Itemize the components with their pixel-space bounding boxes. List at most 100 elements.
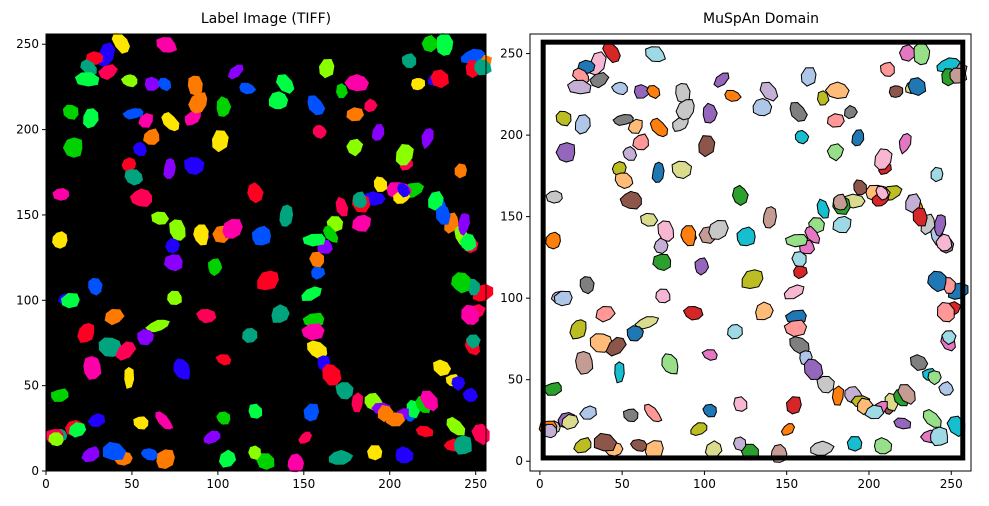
label-cell bbox=[328, 449, 354, 465]
label-image-x-tick-label: 0 bbox=[42, 477, 50, 491]
domain-cell bbox=[614, 361, 625, 384]
domain-cell bbox=[759, 81, 779, 102]
domain-cell bbox=[941, 330, 957, 346]
label-cell bbox=[322, 364, 342, 386]
label-cell bbox=[193, 224, 209, 246]
domain-cell bbox=[610, 81, 628, 96]
label-image-x-tick-label: 250 bbox=[464, 477, 487, 491]
label-cell bbox=[115, 341, 137, 361]
label-cell bbox=[216, 411, 231, 425]
domain-cell bbox=[893, 417, 912, 430]
label-cell bbox=[104, 309, 125, 326]
label-cell bbox=[256, 453, 275, 470]
domain-cell bbox=[602, 41, 621, 64]
domain-cell bbox=[652, 253, 672, 272]
muspan-domain-frame bbox=[529, 33, 972, 472]
domain-cell bbox=[938, 381, 954, 396]
label-cell bbox=[351, 392, 364, 413]
label-image-x-tick-label: 50 bbox=[124, 477, 139, 491]
muspan-domain-y-tick-label: 250 bbox=[500, 47, 523, 61]
domain-cell bbox=[927, 370, 942, 386]
muspan-domain-panel: MuSpAn Domain 0 50 100 150 200 250 0 50 100 150 2… bbox=[500, 11, 972, 491]
label-cell bbox=[301, 323, 325, 341]
label-cell bbox=[156, 37, 178, 53]
domain-cell bbox=[783, 319, 808, 338]
muspan-domain-x-tick-label: 250 bbox=[940, 477, 963, 491]
label-cell bbox=[208, 258, 223, 277]
domain-cell bbox=[826, 113, 845, 128]
domain-cell bbox=[614, 172, 634, 190]
domain-cell bbox=[824, 81, 850, 100]
label-cell bbox=[248, 445, 261, 460]
muspan-domain-x-tick-label: 200 bbox=[858, 477, 881, 491]
label-cell bbox=[435, 205, 451, 225]
label-image-x-tick-label: 200 bbox=[378, 477, 401, 491]
label-cell bbox=[120, 74, 138, 88]
domain-cell bbox=[593, 432, 618, 452]
label-cell bbox=[121, 157, 137, 172]
label-cell bbox=[257, 270, 279, 291]
muspan-domain-y-tick-label: 200 bbox=[500, 128, 523, 142]
label-cell bbox=[421, 128, 434, 150]
label-cell bbox=[239, 82, 257, 95]
muspan-domain-cells bbox=[538, 41, 969, 463]
domain-cell bbox=[545, 231, 561, 250]
label-cell bbox=[215, 354, 232, 366]
label-cell bbox=[301, 286, 322, 301]
domain-cell bbox=[936, 301, 955, 323]
label-cell bbox=[322, 225, 339, 243]
domain-cell bbox=[545, 190, 563, 204]
label-cell bbox=[122, 108, 144, 120]
domain-cell bbox=[752, 97, 773, 117]
domain-cell bbox=[724, 89, 742, 102]
domain-cell bbox=[572, 67, 590, 85]
domain-cell bbox=[661, 353, 679, 375]
label-cell bbox=[129, 188, 153, 207]
label-image-y-tick-label: 200 bbox=[16, 123, 39, 137]
label-image-panel: Label Image (TIFF) 0 50 100 150 200 250 0 50 10… bbox=[16, 11, 494, 491]
domain-cell bbox=[898, 44, 915, 62]
label-cell bbox=[454, 435, 472, 455]
domain-cell bbox=[655, 288, 671, 304]
label-cell bbox=[138, 113, 153, 128]
label-cell bbox=[474, 59, 492, 76]
domain-cell bbox=[930, 166, 944, 183]
label-cell bbox=[124, 169, 143, 186]
label-cell bbox=[415, 425, 434, 438]
domain-cell bbox=[851, 129, 865, 147]
domain-cell bbox=[569, 319, 587, 340]
muspan-domain-x-tick-label: 0 bbox=[536, 477, 544, 491]
domain-boundary bbox=[540, 39, 966, 461]
label-cell bbox=[430, 69, 449, 89]
domain-cell bbox=[816, 375, 835, 394]
domain-cell bbox=[595, 305, 616, 323]
label-cell bbox=[420, 390, 438, 412]
muspan-domain-y-tick-label: 150 bbox=[500, 210, 523, 224]
domain-cell bbox=[589, 71, 610, 89]
label-cell bbox=[169, 219, 186, 241]
label-cell bbox=[74, 72, 100, 87]
domain-cell bbox=[713, 72, 730, 88]
label-cell bbox=[157, 77, 172, 92]
domain-cell bbox=[789, 101, 808, 122]
domain-cell bbox=[627, 118, 643, 134]
label-cell bbox=[124, 366, 135, 389]
domain-cell bbox=[762, 206, 777, 229]
domain-cell bbox=[898, 132, 912, 155]
domain-cell bbox=[645, 46, 667, 63]
domain-cell bbox=[873, 437, 893, 455]
domain-cell bbox=[680, 225, 697, 247]
label-cell bbox=[98, 337, 122, 357]
muspan-domain-x-axis: 0 50 100 150 200 250 bbox=[536, 471, 963, 491]
domain-cell bbox=[698, 135, 716, 158]
label-cell bbox=[196, 309, 217, 324]
label-cell bbox=[251, 225, 271, 246]
domain-cell bbox=[579, 276, 595, 295]
domain-cell bbox=[897, 384, 916, 405]
label-image-y-tick-label: 0 bbox=[31, 464, 39, 478]
label-cell bbox=[454, 163, 467, 179]
domain-cell bbox=[875, 185, 890, 201]
label-cell bbox=[346, 107, 364, 122]
domain-cell bbox=[675, 99, 695, 121]
